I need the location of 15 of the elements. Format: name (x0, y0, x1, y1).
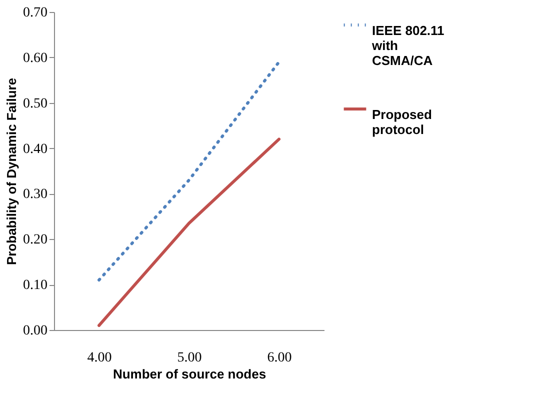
x-tick-label: 5.00 (177, 350, 202, 366)
legend-label: IEEE 802.11 with CSMA/CA (371, 23, 444, 68)
y-tick-label: 0.50 (23, 96, 48, 112)
x-tick-label: 6.00 (267, 350, 292, 366)
y-tick-label: 0.30 (23, 187, 48, 202)
x-axis-title: Number of source nodes (112, 366, 266, 382)
y-tick-label: 0.70 (23, 6, 48, 20)
y-tick-label: 0.00 (23, 324, 48, 338)
y-tick-label: 0.60 (23, 50, 48, 66)
y-axis-title: Probability of Dynamic Failure (4, 78, 19, 266)
legend-label: Proposed protocol (372, 107, 432, 137)
y-tick-label: 0.20 (23, 232, 48, 248)
y-tick-label: 0.40 (23, 142, 48, 157)
y-tick-label: 0.10 (23, 278, 48, 294)
x-tick-label: 4.00 (87, 350, 112, 366)
